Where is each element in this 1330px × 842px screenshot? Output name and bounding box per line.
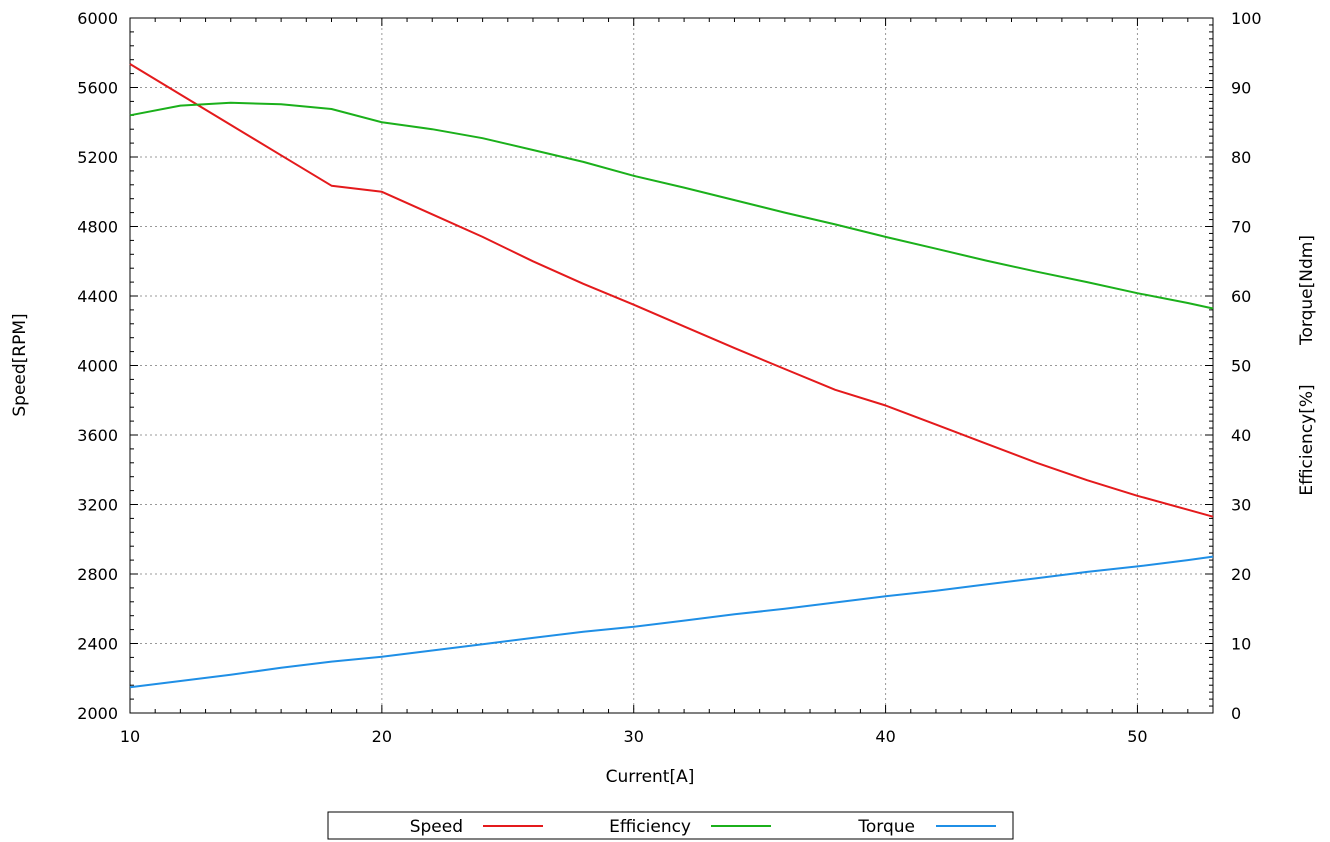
y-left-tick-label: 5200	[77, 148, 118, 167]
y-left-tick-label: 4800	[77, 218, 118, 237]
y-right-tick-label: 0	[1231, 704, 1241, 723]
y-right-tick-label: 60	[1231, 287, 1251, 306]
legend-label-speed: Speed	[410, 817, 463, 837]
y-left-tick-label: 4400	[77, 287, 118, 306]
series-lines	[129, 63, 1214, 689]
x-tick-label: 50	[1127, 727, 1147, 746]
x-tick-label: 40	[875, 727, 895, 746]
y-right-tick-label: 10	[1231, 635, 1251, 654]
y-left-tick-label: 2400	[77, 635, 118, 654]
y-axis-left-title: Speed[RPM]	[10, 313, 30, 416]
series-line-efficiency	[129, 101, 1214, 310]
y-left-tick-label: 2800	[77, 565, 118, 584]
y-left-tick-label: 5600	[77, 79, 118, 98]
x-tick-label: 20	[372, 727, 392, 746]
grid	[130, 18, 1213, 713]
x-axis-title: Current[A]	[606, 767, 695, 787]
ticks: 10 20 30 40 50 2000 2400 2800 3200 3600 4000 4400 48…	[77, 9, 1261, 746]
legend-label-efficiency: Efficiency	[609, 817, 691, 837]
y-axis-right-title-efficiency: Efficiency[%]	[1297, 384, 1317, 495]
y-left-tick-label: 3200	[77, 496, 118, 515]
y-right-tick-label: 20	[1231, 565, 1251, 584]
legend-label-torque: Torque	[857, 817, 915, 837]
legend-box	[327, 811, 1014, 840]
y-left-tick-label: 6000	[77, 9, 118, 28]
y-right-tick-label: 100	[1231, 9, 1262, 28]
y-left-tick-label: 3600	[77, 426, 118, 445]
x-tick-label: 10	[120, 727, 140, 746]
y-right-tick-label: 90	[1231, 79, 1251, 98]
y-right-tick-label: 70	[1231, 218, 1251, 237]
y-right-tick-label: 80	[1231, 148, 1251, 167]
series-line-torque	[129, 555, 1214, 689]
x-tick-label: 30	[624, 727, 644, 746]
y-left-tick-label: 4000	[77, 357, 118, 376]
series-line-speed	[129, 63, 1214, 518]
y-left-tick-label: 2000	[77, 704, 118, 723]
y-right-tick-label: 40	[1231, 426, 1251, 445]
y-right-tick-label: 30	[1231, 496, 1251, 515]
y-axis-right-title-torque: Torque[Ndm]	[1297, 235, 1317, 346]
legend: Speed Efficiency Torque	[327, 811, 1014, 840]
y-right-tick-label: 50	[1231, 357, 1251, 376]
